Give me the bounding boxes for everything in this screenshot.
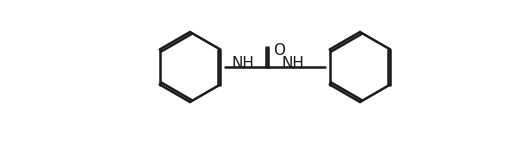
Text: NH: NH [231, 56, 254, 71]
Text: O: O [273, 43, 285, 58]
Text: NH: NH [282, 56, 305, 71]
